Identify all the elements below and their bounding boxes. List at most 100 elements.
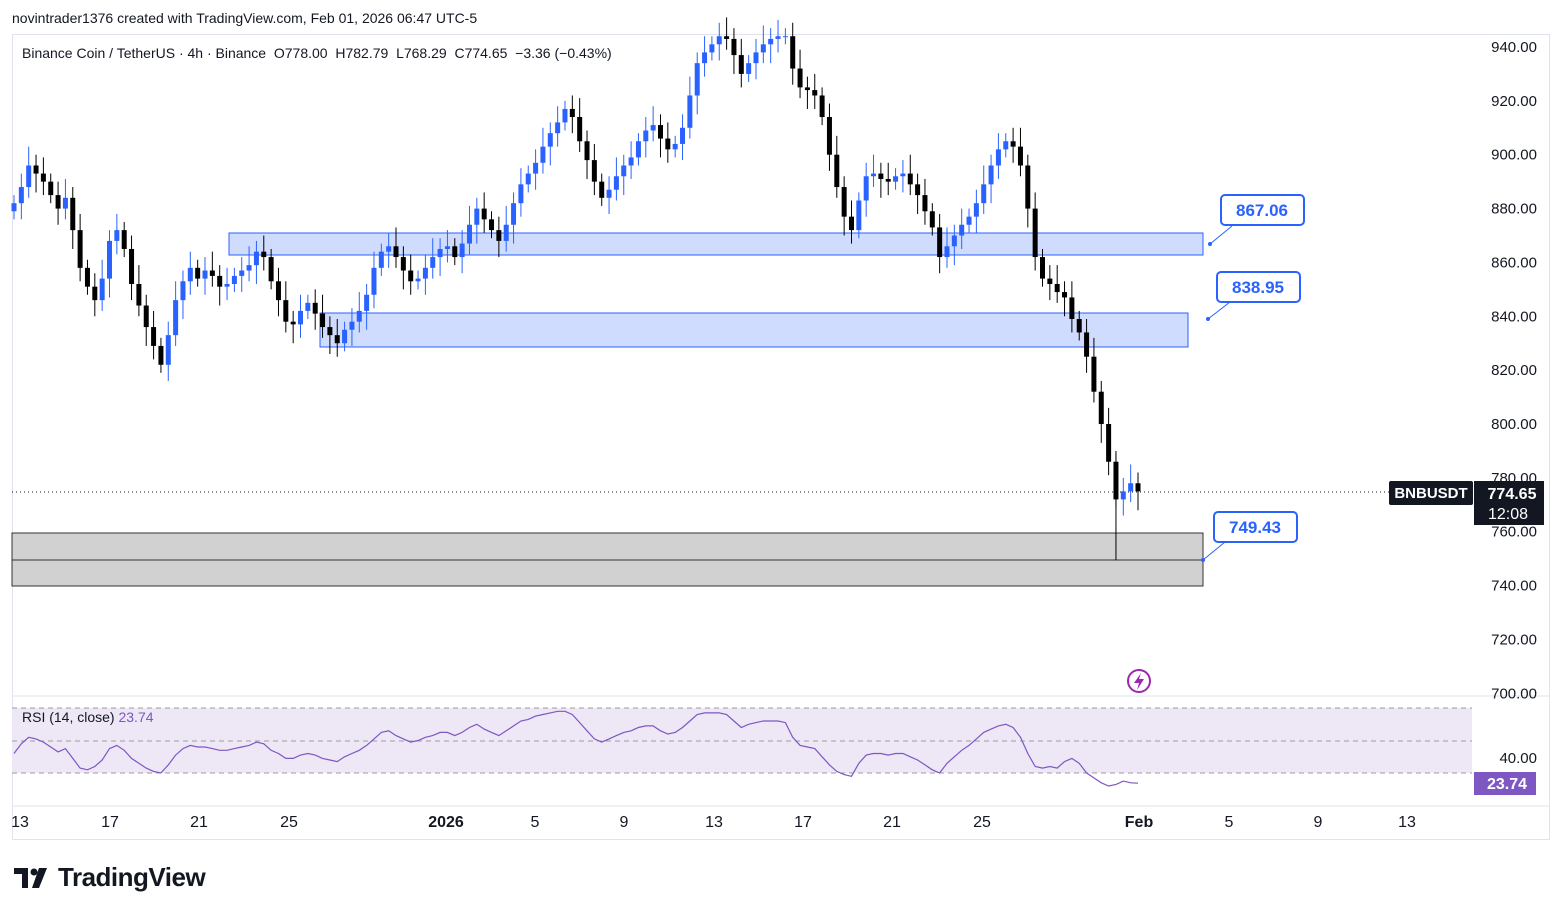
candle-up [525, 173, 531, 185]
time-axis-label: 25 [280, 814, 298, 831]
candle-up [511, 203, 517, 225]
candle-down [283, 300, 289, 322]
zone-resistance-middle [319, 312, 1189, 348]
candle-up [187, 267, 193, 282]
candle-down [158, 345, 164, 365]
candle-up [474, 208, 480, 225]
candle-up [951, 235, 957, 247]
candle-down [290, 321, 296, 325]
candle-down [599, 181, 605, 198]
candle-down [841, 187, 847, 217]
candle-up [11, 203, 17, 212]
candle-down [327, 327, 333, 336]
candle-down [452, 246, 458, 258]
candle-down [929, 211, 935, 228]
candle-up [518, 184, 524, 204]
candle-up [437, 248, 443, 258]
candle-down [261, 251, 267, 258]
candle-up [173, 300, 179, 336]
candle-down [275, 281, 281, 301]
candle-up [635, 141, 641, 158]
zone-support-lower [11, 559, 1204, 587]
candle-down [121, 230, 127, 249]
callout-upper[interactable]: 867.06 [1208, 194, 1305, 246]
candle-up [643, 130, 649, 142]
candle-down [915, 184, 921, 196]
rsi-axis-tick: 40.00 [1499, 750, 1537, 767]
candle-down [151, 327, 157, 346]
candle-down [1069, 297, 1075, 319]
symbol-tag: BNBUSDT [1389, 481, 1473, 505]
rsi-line-group [13, 710, 1139, 787]
candle-up [298, 310, 304, 325]
rsi-value-tag: 23.74 [1474, 772, 1536, 795]
candle-up [364, 294, 370, 311]
candles-group [11, 17, 1141, 561]
candle-down [400, 257, 406, 271]
candle-down [320, 313, 326, 328]
candle-up [540, 146, 546, 163]
candle-up [716, 36, 722, 45]
candle-up [378, 251, 384, 268]
candle-up [533, 162, 539, 174]
candle-up [430, 257, 436, 268]
candle-down [77, 230, 83, 268]
candle-up [966, 216, 972, 225]
candle-up [709, 44, 715, 53]
candle-down [209, 270, 215, 276]
candle-up [775, 36, 781, 39]
rsi-legend-value: 23.74 [118, 709, 154, 725]
candle-down [33, 165, 39, 174]
time-axis-label: 17 [794, 814, 812, 831]
candle-down [1106, 424, 1112, 462]
candle-up [114, 230, 120, 241]
candle-up [305, 302, 311, 311]
callout-lower[interactable]: 749.43 [1201, 511, 1298, 562]
candle-down [481, 208, 487, 220]
symbol-ohlc-bar[interactable]: Binance Coin / TetherUS · 4h · Binance O… [22, 45, 612, 61]
time-axis-label: 21 [883, 814, 901, 831]
tradingview-logo[interactable]: TradingView [14, 862, 206, 893]
candle-up [459, 243, 465, 258]
candle-up [231, 275, 237, 284]
rsi-legend[interactable]: RSI (14, close) 23.74 [22, 709, 154, 725]
price-axis-tick: 720.00 [1491, 631, 1537, 648]
time-axis-label: 5 [531, 814, 540, 831]
candle-down [1039, 257, 1045, 279]
candle-down [591, 160, 597, 182]
price-axis-tick: 940.00 [1491, 39, 1537, 56]
candle-up [547, 133, 553, 147]
candle-down [195, 267, 201, 279]
time-axis-label: 9 [1314, 814, 1323, 831]
candle-down [731, 38, 737, 56]
candle-down [1062, 292, 1068, 298]
candle-down [84, 267, 90, 287]
candle-down [393, 246, 399, 258]
candle-down [584, 141, 590, 161]
candle-up [99, 278, 105, 301]
candle-up [694, 63, 700, 96]
candle-up [672, 143, 678, 150]
candle-down [577, 117, 583, 142]
candle-down [92, 286, 98, 301]
time-axis-label: 21 [190, 814, 208, 831]
candle-down [334, 335, 340, 344]
candle-down [489, 219, 495, 231]
candle-down [790, 36, 796, 69]
candle-down [55, 195, 61, 209]
candle-down [569, 108, 575, 118]
lightning-icon[interactable] [1127, 669, 1151, 693]
candle-up [1120, 491, 1126, 500]
candle-up [1128, 483, 1134, 492]
countdown-label: 12:08 [1488, 506, 1528, 523]
candle-down [1076, 318, 1082, 333]
callout-middle[interactable]: 838.95 [1206, 271, 1301, 321]
candle-down [907, 173, 913, 185]
price-axis-tick: 840.00 [1491, 308, 1537, 325]
candle-down [1017, 146, 1023, 166]
candle-up [613, 176, 619, 190]
candle-up [371, 267, 377, 295]
candle-down [922, 195, 928, 212]
candle-down [312, 302, 318, 314]
